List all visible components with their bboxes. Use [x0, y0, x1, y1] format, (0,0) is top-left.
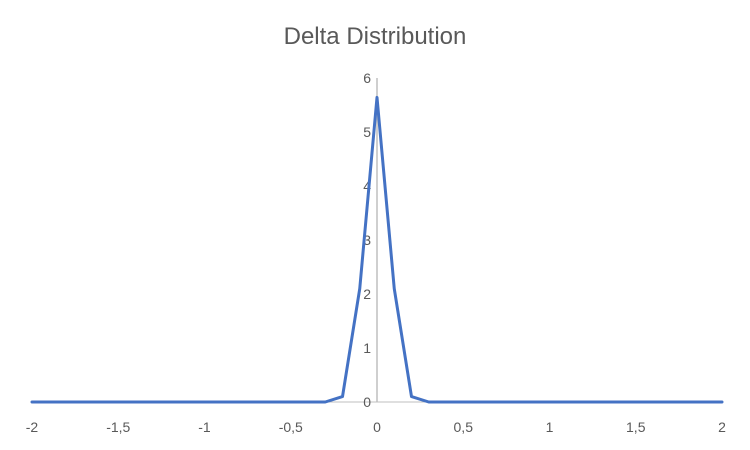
- y-tick-labels: 0 1 2 3 4 5 6: [363, 70, 371, 410]
- y-tick-label: 5: [363, 124, 371, 140]
- y-tick-label: 0: [363, 394, 371, 410]
- x-tick-label: 2: [718, 419, 726, 435]
- y-tick-label: 1: [363, 340, 371, 356]
- x-tick-label: -2: [26, 419, 39, 435]
- axes-group: [32, 78, 722, 403]
- x-tick-label: -0,5: [279, 419, 303, 435]
- y-tick-label: 3: [363, 232, 371, 248]
- series-line: [30, 95, 724, 404]
- x-tick-label: 1: [546, 419, 554, 435]
- x-tick-label: -1,5: [106, 419, 130, 435]
- y-tick-label: 6: [363, 70, 371, 86]
- x-tick-label: -1: [198, 419, 211, 435]
- x-tick-label: 1,5: [626, 419, 646, 435]
- chart-title: Delta Distribution: [284, 23, 467, 50]
- x-tick-labels: -2 -1,5 -1 -0,5 0 0,5 1 1,5 2: [26, 419, 726, 435]
- x-tick-label: 0,5: [454, 419, 474, 435]
- x-tick-label: 0: [373, 419, 381, 435]
- series-group: [30, 95, 724, 404]
- y-tick-label: 2: [363, 286, 371, 302]
- y-tick-label: 4: [363, 178, 371, 194]
